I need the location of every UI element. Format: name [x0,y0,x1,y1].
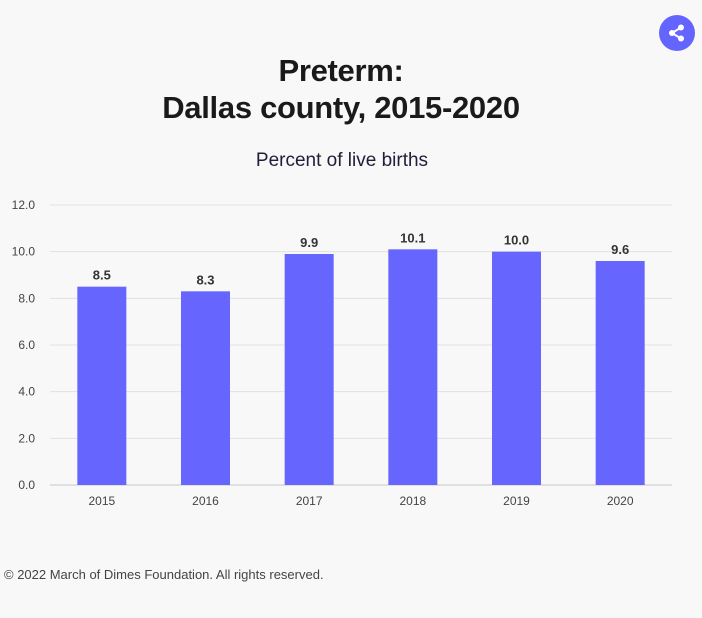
share-icon [669,24,684,42]
value-labels: 8.5 8.3 9.9 10.1 10.0 9.6 [93,230,629,287]
x-tick-label: 2020 [607,494,634,508]
bar-2017 [284,254,334,485]
x-tick-label: 2016 [192,494,219,508]
bar-2018 [388,249,438,485]
y-tick-label: 10.0 [12,245,36,259]
chart-title-line-2: Dallas county, 2015-2020 [162,90,520,125]
share-button[interactable] [659,15,695,51]
data-label: 9.6 [611,242,629,257]
bar-chart: 8.5 8.3 9.9 10.1 10.0 9.6 0.0 2.0 4.0 6.0 8.0 10.0… [12,198,672,508]
x-tick-label: 2018 [399,494,426,508]
x-tick-label: 2019 [503,494,530,508]
chart-subtitle: Percent of live births [255,150,429,171]
y-tick-label: 4.0 [18,385,35,399]
copyright-footer: © 2022 March of Dimes Foundation. All ri… [4,567,324,582]
gridlines [50,204,672,486]
data-label: 10.1 [400,230,425,245]
y-tick-label: 8.0 [18,291,35,305]
y-tick-label: 12.0 [12,198,36,212]
chart-title-line-1: Preterm: [278,53,404,88]
bars [77,249,645,485]
data-label: 8.5 [93,268,111,283]
bar-2020 [595,261,645,485]
y-tick-label: 6.0 [18,338,35,352]
data-label: 9.9 [300,235,318,250]
y-tick-label: 2.0 [18,431,35,445]
bar-2015 [77,286,127,485]
y-tick-label: 0.0 [18,478,35,492]
x-tick-label: 2015 [88,494,115,508]
data-label: 10.0 [504,233,529,248]
y-axis: 0.0 2.0 4.0 6.0 8.0 10.0 12.0 [12,198,36,492]
bar-2019 [492,251,541,485]
data-label: 8.3 [196,272,214,287]
x-axis: 2015 2016 2017 2018 2019 2020 [88,494,633,508]
chart-title: Preterm: Dallas county, 2015-2020 [0,52,682,126]
bar-2016 [181,291,230,485]
x-tick-label: 2017 [296,494,323,508]
